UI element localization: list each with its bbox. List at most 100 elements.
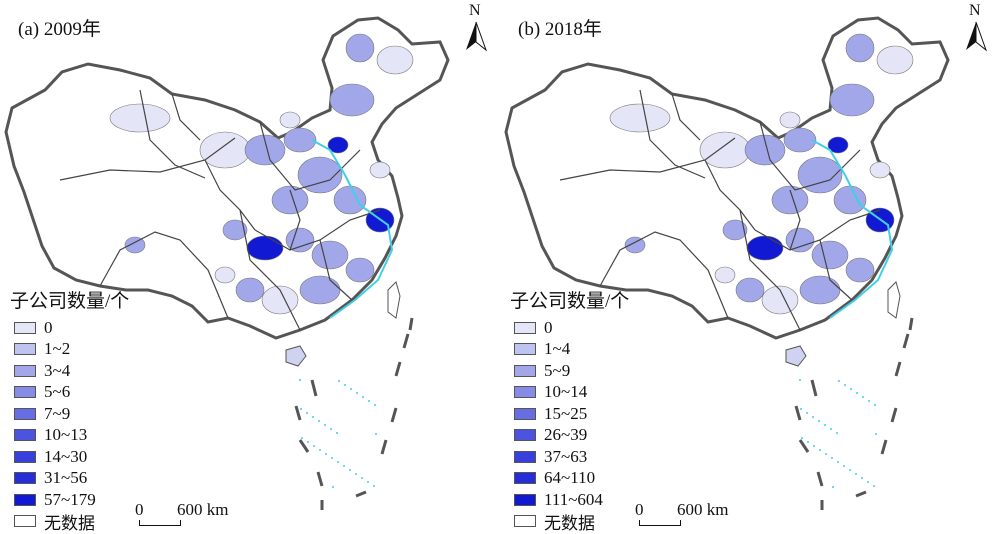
legend-swatch — [14, 472, 36, 485]
island-dot — [318, 420, 320, 422]
legend-label: 10~14 — [544, 382, 588, 402]
island-dot — [355, 473, 357, 475]
island-dot — [838, 380, 840, 382]
map-panel-2018: (b) 2018年 N 子公司数量/个 0 1~4 5~9 10~14 15~25 26~… — [500, 0, 1000, 534]
island-dot — [799, 379, 801, 381]
scale-zero-label: 0 — [135, 500, 144, 519]
legend-label: 1~2 — [44, 339, 71, 359]
island-dot — [818, 420, 820, 422]
legend-swatch — [514, 472, 536, 485]
prefecture-region — [271, 185, 309, 215]
prefecture-region — [246, 235, 284, 261]
prefecture-region — [235, 277, 265, 303]
north-arrow-icon: N — [962, 2, 990, 52]
legend-label: 0 — [544, 317, 553, 337]
hainan-island — [785, 345, 807, 367]
scale-distance-label: 600 km — [177, 500, 229, 519]
legend-swatch — [514, 429, 536, 442]
legend-title: 子公司数量/个 — [10, 291, 130, 312]
legend-label: 10~13 — [44, 425, 88, 445]
map-panel-2009: (a) 2009年 N 子公司数量/个 0 1~2 3~4 5~6 7~9 10~13 14… — [4, 2, 490, 533]
legend-label: 5~9 — [544, 360, 571, 380]
island-dot — [367, 481, 369, 483]
legend-label: 37~63 — [544, 446, 588, 466]
nine-dash-line — [294, 405, 302, 421]
island-dot — [312, 416, 314, 418]
nine-dash-line — [355, 490, 367, 498]
province-boundary — [599, 231, 729, 319]
prefecture-region — [869, 161, 891, 179]
legend-swatch — [14, 429, 36, 442]
island-dot — [812, 416, 814, 418]
coastline — [311, 139, 394, 319]
prefecture-region — [369, 161, 391, 179]
prefecture-region — [771, 185, 809, 215]
island-dot — [301, 437, 303, 439]
island-dot — [801, 437, 803, 439]
island-dot — [356, 392, 358, 394]
island-dot — [856, 392, 858, 394]
nine-dash-line — [816, 471, 824, 487]
island-dot — [875, 433, 877, 435]
legend-label: 15~25 — [544, 403, 588, 423]
island-dot — [844, 384, 846, 386]
island-dot — [861, 477, 863, 479]
province-boundary — [319, 239, 353, 301]
island-dot — [873, 485, 875, 487]
prefecture-region — [714, 266, 736, 284]
province-boundary — [59, 137, 236, 181]
legend-item: 5~6 — [8, 382, 129, 404]
north-label: N — [969, 2, 981, 19]
island-dot — [343, 465, 345, 467]
island-dot — [336, 432, 338, 434]
island-dot — [374, 404, 376, 406]
scale-bar: 0 600 km — [135, 500, 265, 530]
scale-distance-label: 600 km — [677, 500, 729, 519]
legend-item: 37~63 — [508, 446, 629, 468]
island-dot — [850, 388, 852, 390]
nine-dash-line — [902, 333, 910, 349]
nine-dash-line — [408, 317, 414, 331]
prefecture-region — [199, 131, 251, 169]
nine-dash-line — [908, 317, 914, 331]
island-dot — [855, 473, 857, 475]
prefecture-region — [735, 277, 765, 303]
island-dot — [830, 428, 832, 430]
province-boundary — [559, 137, 736, 181]
legend-label: 1~4 — [544, 339, 571, 359]
prefecture-region — [279, 111, 301, 129]
legend-swatch — [14, 515, 36, 528]
prefecture-region — [327, 136, 349, 154]
island-dot — [375, 433, 377, 435]
island-dot — [344, 384, 346, 386]
prefecture-region — [876, 45, 914, 75]
legend-item: 14~30 — [8, 446, 129, 468]
scale-bar-line — [139, 520, 181, 526]
island-dot — [862, 396, 864, 398]
province-boundary — [171, 93, 201, 141]
island-dot — [368, 400, 370, 402]
prefecture-region — [124, 236, 146, 254]
legend-item: 26~39 — [508, 425, 629, 447]
prefecture-region — [722, 219, 748, 241]
island-dot — [307, 441, 309, 443]
north-arrow-icon: N — [462, 2, 490, 52]
province-boundary — [759, 121, 861, 191]
province-boundary — [671, 93, 701, 141]
legend-item: 无数据 — [508, 511, 629, 533]
island-dot — [332, 486, 334, 488]
legend-item: 1~2 — [8, 339, 129, 361]
island-dot — [806, 412, 808, 414]
prefecture-region — [609, 103, 671, 133]
prefecture-region — [845, 33, 875, 63]
legend-swatch — [514, 386, 536, 399]
legend-item: 64~110 — [508, 468, 629, 490]
prefecture-region — [779, 111, 801, 129]
legend-label: 3~4 — [44, 360, 71, 380]
legend-item: 1~4 — [508, 339, 629, 361]
island-dot — [373, 485, 375, 487]
map-legend: 子公司数量/个 0 1~2 3~4 5~6 7~9 10~13 14~30 31~56 57~1… — [8, 286, 130, 533]
nine-dash-line — [402, 333, 410, 349]
prefecture-region — [222, 219, 248, 241]
legend-item: 10~14 — [508, 382, 629, 404]
